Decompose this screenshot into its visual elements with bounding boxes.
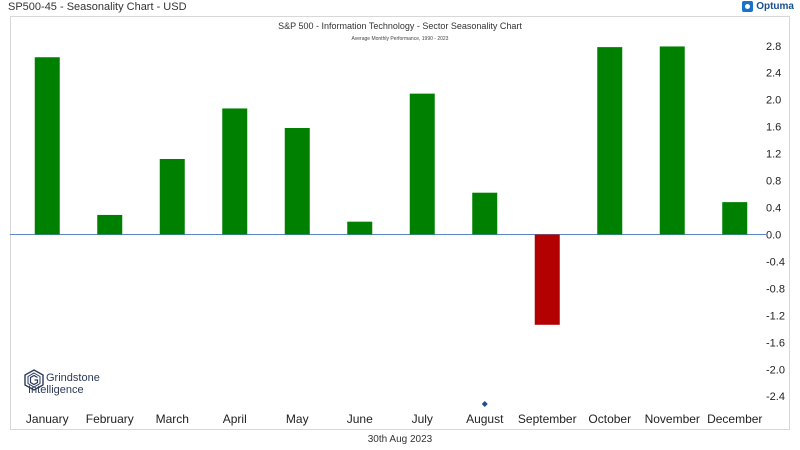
bar-august	[472, 192, 498, 235]
window-title: SP500-45 - Seasonality Chart - USD	[8, 1, 187, 13]
y-tick-label: -1.6	[766, 337, 785, 349]
y-tick-label: -2.0	[766, 364, 785, 376]
window-titlebar: SP500-45 - Seasonality Chart - USD Optum…	[0, 0, 800, 16]
y-tick-label: 0.4	[766, 203, 781, 215]
bar-january	[34, 57, 60, 235]
x-tick-label-april: April	[223, 412, 247, 426]
x-tick-label-march: March	[156, 412, 189, 426]
bar-june	[347, 221, 373, 235]
x-tick-label-december: December	[707, 412, 762, 426]
optuma-logo-icon	[742, 1, 754, 12]
y-tick-label: 0.0	[766, 229, 781, 241]
logo-line-1: Grindstone	[46, 372, 100, 384]
x-tick-label-may: May	[286, 412, 309, 426]
bar-september	[534, 234, 560, 325]
bar-october	[597, 47, 623, 235]
x-tick-label-july: July	[412, 412, 433, 426]
y-tick-label: -0.8	[766, 283, 785, 295]
grindstone-logo: Grindstone Intelligence	[24, 369, 124, 399]
bar-march	[159, 159, 185, 235]
logo-line-2: Intelligence	[28, 384, 84, 396]
brand-name: Optuma	[756, 1, 794, 12]
bar-may	[284, 128, 310, 235]
chart-frame	[10, 16, 790, 430]
chart-title: S&P 500 - Information Technology - Secto…	[278, 21, 522, 31]
y-tick-label: 2.4	[766, 68, 781, 80]
y-tick-label: 2.8	[766, 41, 781, 53]
grindstone-g-logo-icon	[24, 369, 44, 391]
footer-date: 30th Aug 2023	[367, 434, 433, 445]
bar-november	[659, 46, 685, 235]
x-tick-label-october: October	[588, 412, 631, 426]
x-tick-label-june: June	[347, 412, 373, 426]
x-tick-label-january: January	[26, 412, 69, 426]
bar-february	[97, 214, 123, 235]
bar-april	[222, 108, 248, 235]
x-tick-label-september: September	[518, 412, 577, 426]
chart-subtitle: Average Monthly Performance, 1990 - 2023	[352, 36, 449, 42]
y-tick-label: 0.8	[766, 176, 781, 188]
y-tick-label: 2.0	[766, 95, 781, 107]
brand: Optuma	[742, 1, 794, 12]
y-tick-label: -2.4	[766, 391, 785, 403]
x-tick-label-august: August	[466, 412, 504, 426]
y-tick-label: -1.2	[766, 310, 785, 322]
x-tick-label-november: November	[645, 412, 700, 426]
x-tick-label-february: February	[86, 412, 134, 426]
bar-july	[409, 93, 435, 235]
y-tick-label: 1.6	[766, 122, 781, 134]
current-month-marker	[481, 401, 488, 407]
y-tick-label: -0.4	[766, 256, 785, 268]
bar-december	[722, 202, 748, 235]
y-tick-label: 1.2	[766, 149, 781, 161]
